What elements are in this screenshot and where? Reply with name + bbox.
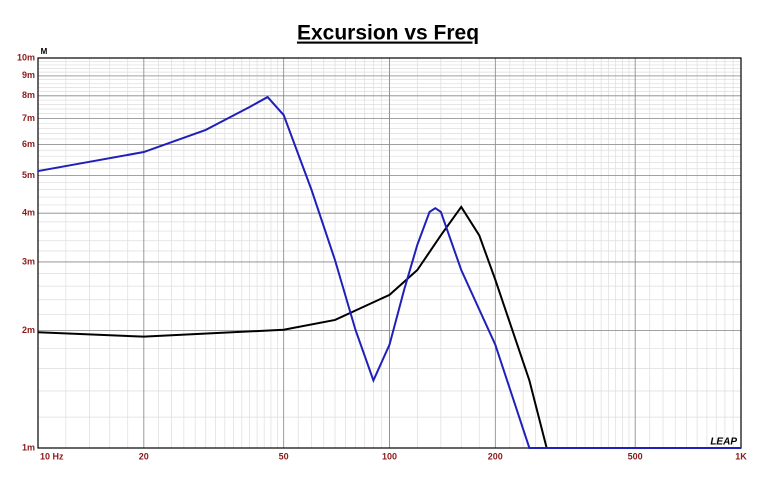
y-tick-label: 9m [22,70,35,80]
x-tick-label: 200 [488,451,503,461]
y-tick-label: 10m [17,52,35,62]
y-tick-label: 5m [22,170,35,180]
x-tick-label: 1K [735,451,747,461]
chart-title: Excursion vs Freq [297,22,479,45]
x-tick-label: 20 [139,451,149,461]
y-tick-label: 3m [22,256,35,266]
y-unit: M [41,47,48,56]
y-tick-label: 8m [22,90,35,100]
plot-border [37,57,742,449]
y-tick-label: 2m [22,325,35,335]
line [37,95,741,449]
logo: LEAP [710,437,737,448]
line [37,205,741,449]
x-tick-label: 10 Hz [40,451,64,461]
y-tick-label: 7m [22,113,35,123]
y-tick-label: 6m [22,139,35,149]
y-tick-label: 1m [22,442,35,452]
x-tick-label: 50 [279,451,289,461]
y-tick-label: 4m [22,208,35,218]
x-tick-label: 500 [628,451,643,461]
x-tick-label: 100 [382,451,397,461]
